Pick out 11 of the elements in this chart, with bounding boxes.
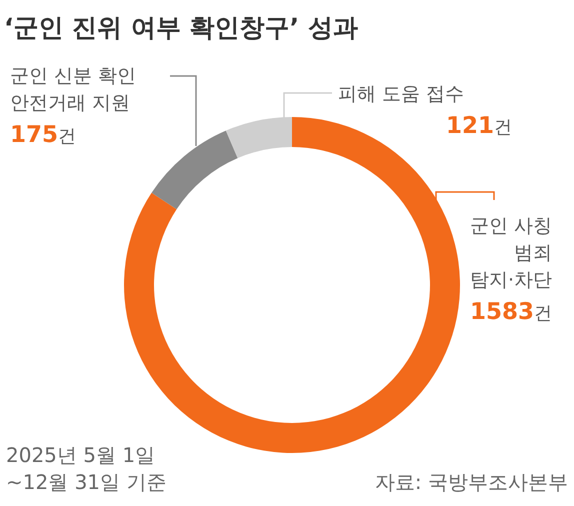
slice-label: 피해 도움 접수: [338, 83, 464, 105]
donut-slice: [152, 130, 238, 210]
slice-label: 군인 신분 확인 안전거래 지원: [10, 65, 136, 114]
text: 자료: 국방부조사본부: [374, 470, 568, 494]
text: 2025년 5월 1일 ~12월 31일 기준: [6, 443, 166, 494]
data-label: 175건: [10, 122, 76, 148]
donut-slice: [226, 117, 292, 158]
slice-label: 군인 사칭 범죄 탐지·차단: [470, 215, 552, 291]
chart-title: ‘군인 진위 여부 확인창구’ 성과: [4, 13, 358, 42]
data-label: 1583건: [470, 299, 552, 325]
data-label: 121건: [446, 113, 512, 139]
